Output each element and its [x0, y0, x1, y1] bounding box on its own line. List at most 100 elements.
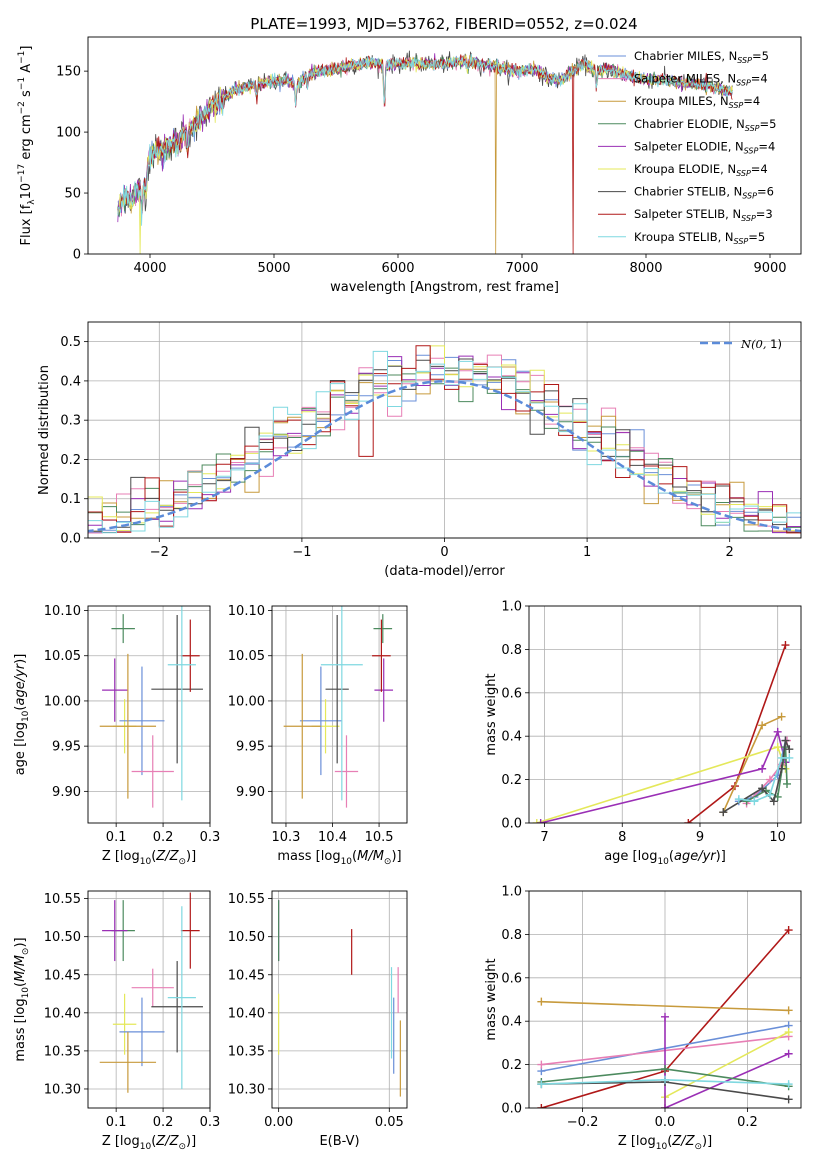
errorbar-chabrier-miles — [119, 997, 165, 1067]
svg-text:Normed distribution: Normed distribution — [37, 365, 52, 495]
weight-marker — [758, 721, 767, 730]
svg-text:mass [log10(M/M⊙)]: mass [log10(M/M⊙)] — [277, 849, 401, 867]
legend-label: Chabrier ELODIE, NSSP=5 — [634, 117, 776, 133]
plot-area — [117, 50, 733, 254]
axes-frame — [271, 890, 408, 1109]
weight-path — [541, 1000, 789, 1012]
y-tick-label: 9.90 — [52, 785, 81, 800]
errorbar-kroupa-miles — [283, 653, 321, 799]
errorbar-chabrier-stelib — [151, 961, 203, 1053]
y-axis-label: Normed distribution — [37, 365, 52, 495]
x-tick-label: 0.1 — [106, 1115, 127, 1130]
spectrum-legend: Chabrier MILES, NSSP=5 Salpeter MILES, NS… — [598, 49, 776, 246]
residuals-legend: N(0, 1) — [700, 337, 782, 351]
weight-marker — [783, 779, 792, 788]
weight-marker — [785, 753, 794, 762]
weight-marker — [784, 926, 793, 935]
y-tick-label: 0.6 — [501, 971, 522, 986]
x-tick-label: 0.05 — [375, 1115, 404, 1130]
y-tick-label: 0.0 — [501, 817, 522, 832]
weight-marker — [758, 764, 767, 773]
weight-line-chabrier-stelib — [719, 736, 794, 817]
x-tick-label: 0.2 — [153, 1115, 174, 1130]
y-tick-label: 0.4 — [501, 730, 522, 745]
weight-marker — [784, 1028, 793, 1037]
weight-line-kroupa-stelib — [734, 753, 794, 806]
x-tick-label: 8000 — [629, 261, 662, 276]
svg-text:age [log10(age/yr)]: age [log10(age/yr)] — [604, 849, 726, 867]
errorbar-chabrier-miles — [119, 666, 165, 776]
legend-label: Salpeter STELIB, NSSP=3 — [634, 207, 773, 223]
weight-marker — [765, 775, 774, 784]
errorbar-kroupa-stelib — [320, 606, 363, 801]
x-tick-label: 10.4 — [318, 830, 347, 845]
y-axis-label: mass weight — [484, 673, 499, 755]
panel-mass-vs-Z: 0.1 0.2 0.3 10.30 10.35 10.40 10.45 10.50 10.55 Z… — [13, 890, 221, 1152]
x-tick-label: 0.3 — [200, 1115, 221, 1130]
legend-label: Kroupa ELODIE, NSSP=4 — [634, 162, 768, 178]
x-tick-label: 0.2 — [737, 1115, 758, 1130]
errorbar-kroupa-stelib — [167, 606, 196, 801]
axes-frame — [528, 605, 802, 824]
y-tick-label: 150 — [56, 65, 81, 80]
plot-area — [537, 926, 793, 1108]
x-tick-label: 0.1 — [106, 830, 127, 845]
weight-marker — [773, 727, 782, 736]
axes-frame — [528, 890, 802, 1109]
y-tick-label: 10.30 — [44, 1082, 81, 1097]
weight-marker — [777, 712, 786, 721]
weight-marker — [661, 1064, 669, 1073]
axes-frame — [87, 36, 802, 255]
panel-residuals: −2 −1 0 1 2 0.0 0.1 0.2 0.3 0.4 0.5 (data-model)/er… — [37, 321, 802, 579]
weight-marker — [661, 1075, 669, 1084]
y-tick-label: 0.2 — [501, 773, 522, 788]
errorbar-salpeter-miles — [131, 968, 174, 1007]
x-axis-label: E(B-V) — [319, 1134, 359, 1149]
weight-marker — [537, 1104, 546, 1108]
y-tick-label: 10.45 — [44, 968, 81, 983]
legend-label: N(0, 1) — [740, 337, 782, 351]
x-axis-label: mass [log10(M/M⊙)] — [277, 849, 401, 867]
legend-label: Kroupa STELIB, NSSP=5 — [634, 230, 765, 246]
histogram-kroupa-stelib — [88, 350, 801, 534]
weight-marker — [661, 1104, 669, 1108]
y-axis-label: mass weight — [484, 958, 499, 1040]
x-tick-label: 9000 — [753, 261, 786, 276]
x-tick-label: 1 — [583, 545, 591, 560]
plot-area — [283, 606, 394, 808]
weight-line-kroupa-elodie — [532, 743, 790, 823]
axes-frame — [87, 321, 802, 539]
weight-marker — [536, 819, 545, 823]
y-tick-label: 10.35 — [228, 1044, 265, 1059]
y-tick-label: 10.40 — [228, 1006, 265, 1021]
x-axis-label: Z [log10(Z/Z⊙)] — [102, 849, 196, 867]
y-tick-label: 0.8 — [501, 643, 522, 658]
y-tick-label: 0.0 — [60, 532, 81, 547]
weight-path — [664, 1016, 789, 1108]
weight-line-kroupa-miles — [537, 997, 793, 1015]
figure-title: PLATE=1993, MJD=53762, FIBERID=0552, z=0… — [250, 15, 637, 33]
legend-label: Salpeter ELODIE, NSSP=4 — [634, 139, 775, 155]
x-tick-label: 10 — [769, 830, 786, 845]
plot-area — [278, 900, 401, 1097]
x-tick-label: 0 — [440, 545, 448, 560]
plot-area — [99, 606, 203, 808]
axes-frame — [87, 890, 211, 1109]
errorbar-salpeter-stelib — [180, 892, 200, 969]
weight-line-kroupa-stelib — [537, 1075, 793, 1089]
x-tick-label: −2 — [150, 545, 169, 560]
errorbar-kroupa-elodie — [112, 993, 137, 1055]
errorbar-kroupa-miles — [99, 1031, 157, 1093]
svg-text:Flux [fλ10−17 erg cm−2 s−1 A−1: Flux [fλ10−17 erg cm−2 s−1 A−1] — [17, 46, 37, 246]
x-tick-label: 7 — [540, 830, 548, 845]
y-tick-label: 0.5 — [60, 335, 81, 350]
y-tick-label: 10.00 — [44, 694, 81, 709]
y-tick-label: 10.10 — [228, 604, 265, 619]
weight-path — [687, 644, 787, 823]
y-tick-label: 0.1 — [60, 492, 81, 507]
svg-text:(data-model)/error: (data-model)/error — [384, 564, 505, 579]
y-tick-label: 10.05 — [228, 649, 265, 664]
spectrum-line-kroupa-stelib — [117, 54, 733, 226]
y-axis-label: mass [log10(M/M⊙)] — [13, 937, 31, 1061]
svg-text:wavelength [Angstrom, rest fra: wavelength [Angstrom, rest frame] — [330, 280, 559, 295]
